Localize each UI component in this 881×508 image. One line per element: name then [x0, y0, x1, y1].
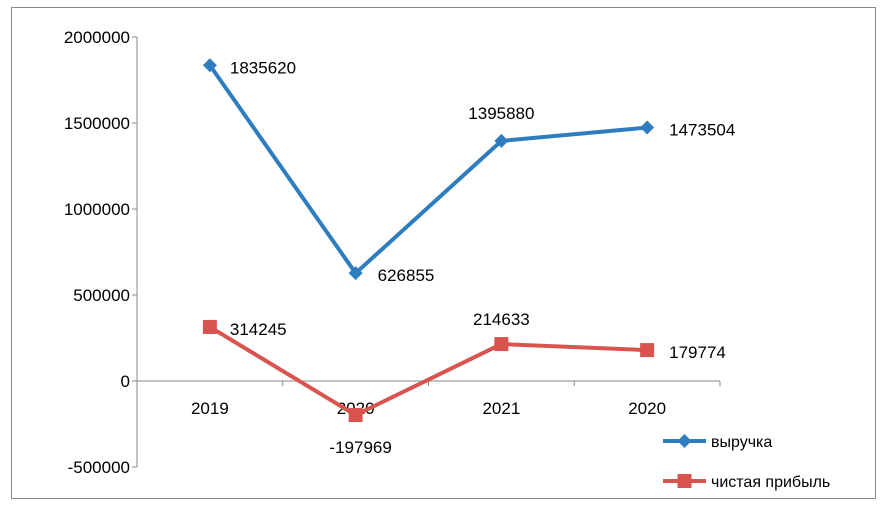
y-tick-label: 1000000: [64, 200, 130, 219]
data-label: 626855: [378, 266, 435, 285]
legend-label: чистая прибыль: [711, 474, 830, 491]
data-point-marker: [640, 343, 655, 358]
data-label: -197969: [329, 438, 391, 457]
y-tick-label: -500000: [68, 458, 130, 477]
legend-marker: [677, 474, 692, 488]
x-tick-label: 2020: [628, 399, 666, 418]
series-line-0: [208, 64, 648, 276]
legend-marker: [677, 434, 692, 448]
data-point-marker: [348, 266, 363, 281]
data-label: 214633: [473, 310, 530, 329]
chart-frame: [11, 7, 876, 499]
data-point-marker: [202, 58, 217, 73]
data-point-marker: [494, 133, 509, 148]
y-tick-label: 2000000: [64, 28, 130, 47]
data-point-marker: [640, 120, 655, 135]
data-point-marker: [348, 408, 363, 423]
y-tick-label: 0: [121, 372, 130, 391]
y-tick-label: 1500000: [64, 114, 130, 133]
data-label: 179774: [669, 343, 726, 362]
data-label: 1473504: [669, 121, 735, 140]
y-tick-label: 500000: [73, 286, 130, 305]
series-line-1: [208, 325, 648, 418]
data-label: 314245: [230, 320, 287, 339]
x-tick-label: 2019: [191, 399, 229, 418]
data-label: 1395880: [468, 104, 534, 123]
data-label: 1835620: [230, 58, 296, 77]
data-point-marker: [202, 319, 217, 334]
legend-label: выручка: [711, 434, 772, 451]
data-point-marker: [494, 337, 509, 352]
x-tick-label: 2021: [482, 399, 520, 418]
